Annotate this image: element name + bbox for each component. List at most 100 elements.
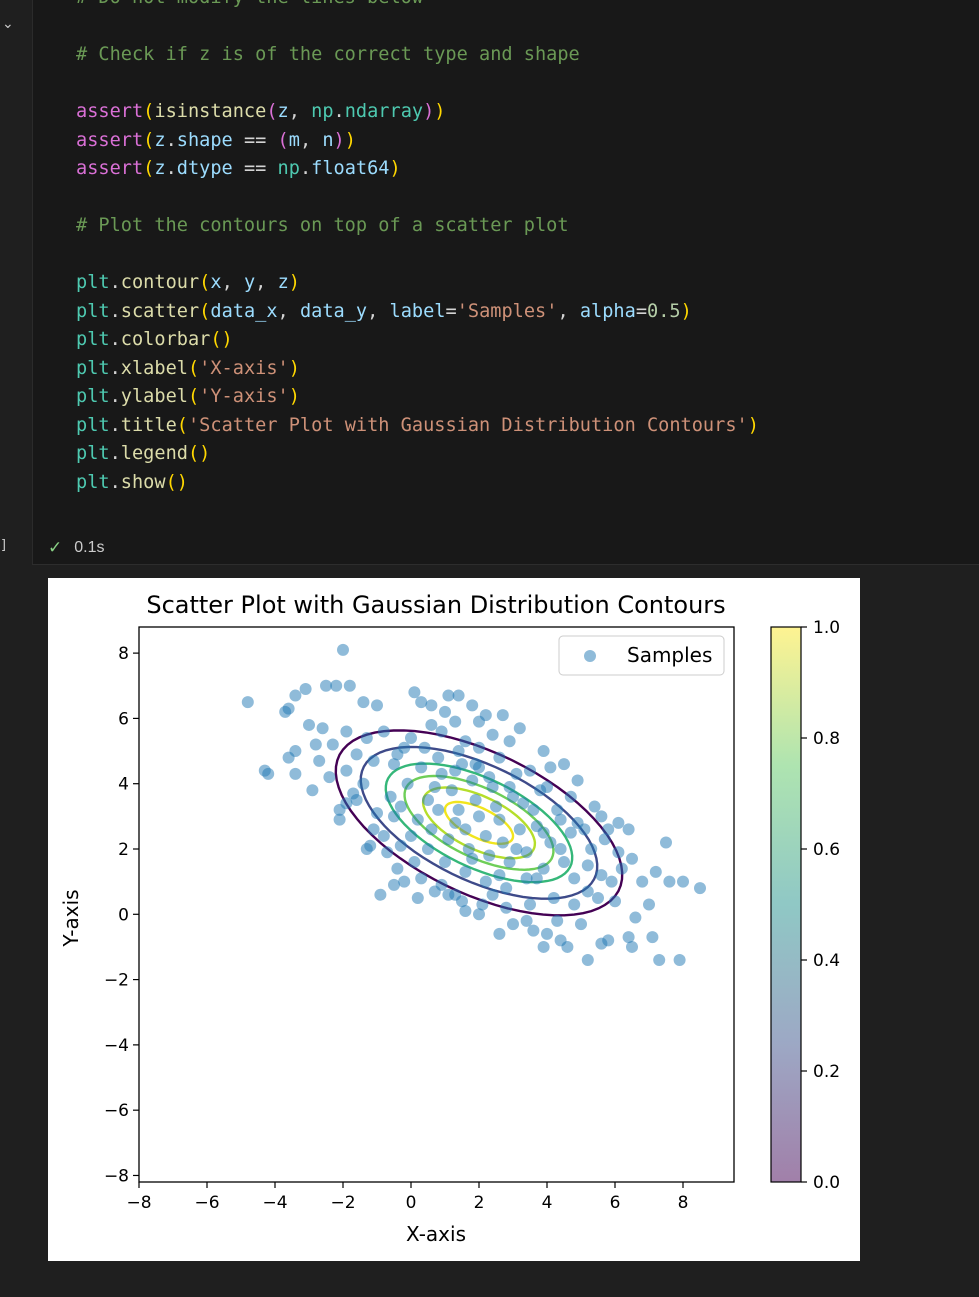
code-token: m [288, 129, 300, 151]
scatter-point [323, 771, 336, 784]
scatter-point [547, 891, 560, 904]
y-tick-label: 4 [118, 775, 129, 795]
scatter-point [381, 846, 394, 859]
code-token: . [109, 414, 121, 436]
code-token: 'Y-axis' [199, 386, 289, 407]
scatter-point [388, 758, 400, 771]
scatter-point [456, 895, 468, 908]
code-line: plt.xlabel('X-axis') [76, 355, 759, 384]
code-line: plt.contour(x, y, z) [76, 269, 759, 298]
code-token: # Check if z is of the correct type and … [76, 44, 580, 65]
code-token: alpha [579, 300, 636, 322]
scatter-point [449, 715, 462, 728]
code-token: ) [288, 386, 300, 407]
colorbar-tick-label: 0.4 [813, 951, 840, 971]
x-axis-label: X-axis [406, 1222, 466, 1246]
code-token: () [187, 443, 211, 464]
code-token: ) [344, 129, 356, 151]
colorbar-tick-label: 0.2 [813, 1062, 840, 1082]
code-token: title [120, 414, 177, 436]
scatter-point [391, 748, 404, 761]
scatter-point [473, 810, 485, 823]
scatter-point [527, 924, 540, 937]
scatter-point [398, 875, 411, 888]
collapse-chevron-icon[interactable]: ⌄ [2, 16, 14, 32]
code-token: data_y [299, 300, 368, 322]
y-tick-label: −6 [104, 1101, 129, 1121]
scatter-point [371, 807, 383, 820]
scatter-point [663, 875, 676, 888]
code-token: , [221, 272, 244, 293]
x-tick-label: −8 [126, 1193, 151, 1213]
scatter-point [411, 891, 424, 904]
scatter-point [649, 865, 662, 878]
scatter-point [524, 898, 536, 911]
scatter-point [360, 732, 373, 744]
code-token: float64 [311, 158, 390, 179]
scatter-point [513, 823, 526, 836]
code-token: plt [76, 386, 110, 407]
scatter-point [442, 833, 455, 846]
scatter-point [357, 777, 370, 790]
scatter-point [609, 895, 621, 908]
scatter-point [452, 689, 465, 702]
code-line [76, 70, 759, 99]
scatter-point [333, 813, 346, 826]
scatter-point [527, 803, 540, 816]
scatter-contour-chart: Scatter Plot with Gaussian Distribution … [59, 591, 840, 1246]
code-token: 'Scatter Plot with Gaussian Distribution… [187, 414, 748, 436]
code-line: plt.title('Scatter Plot with Gaussian Di… [76, 412, 759, 441]
code-token: assert [76, 158, 144, 179]
scatter-point [374, 888, 387, 901]
scatter-point [405, 829, 417, 842]
scatter-point [473, 741, 485, 754]
code-token: . [165, 129, 177, 151]
code-token: ( [199, 300, 211, 322]
scatter-point [425, 823, 438, 836]
scatter-point [452, 803, 465, 816]
scatter-point [673, 954, 686, 966]
scatter-point [428, 885, 441, 898]
scatter-point [486, 780, 499, 793]
scatter-point [507, 790, 519, 803]
scatter-point [289, 767, 302, 780]
scatter-point [340, 764, 353, 777]
scatter-point [337, 643, 349, 656]
code-token: ( [143, 158, 155, 179]
code-cell[interactable] [32, 0, 979, 564]
scatter-point [391, 862, 404, 875]
colorbar-tick-label: 0.6 [813, 840, 840, 860]
code-line: # Do not modify the lines below [76, 0, 759, 13]
scatter-point [503, 780, 516, 793]
scatter-point [561, 940, 574, 953]
contour-line [334, 729, 624, 917]
scatter-point [326, 738, 339, 751]
scatter-point [602, 823, 615, 836]
code-token: colorbar [120, 329, 211, 350]
scatter-point [520, 914, 533, 927]
scatter-point [544, 761, 557, 774]
scatter-point [425, 699, 438, 712]
code-token: = [445, 300, 457, 322]
code-token: == [232, 158, 278, 179]
code-line: plt.legend() [76, 440, 759, 469]
scatter-point [626, 940, 638, 953]
code-token: . [109, 357, 121, 379]
colorbar-frame [770, 626, 802, 1183]
scatter-point [626, 852, 638, 865]
chart-title: Scatter Plot with Gaussian Distribution … [146, 591, 725, 619]
scatter-point [541, 927, 553, 940]
code-token: 'X-axis' [199, 357, 289, 379]
scatter-point [435, 725, 448, 738]
code-token: label [389, 300, 446, 322]
code-token: . [333, 101, 345, 122]
scatter-point [643, 898, 655, 911]
code-editor[interactable]: # Do not modify the lines below # Check i… [76, 0, 759, 497]
scatter-point [510, 843, 523, 855]
scatter-point [581, 859, 594, 872]
scatter-point [493, 927, 506, 940]
scatter-point [564, 790, 577, 803]
code-token: contour [120, 272, 200, 293]
scatter-point [299, 683, 312, 696]
code-token: legend [120, 443, 188, 464]
